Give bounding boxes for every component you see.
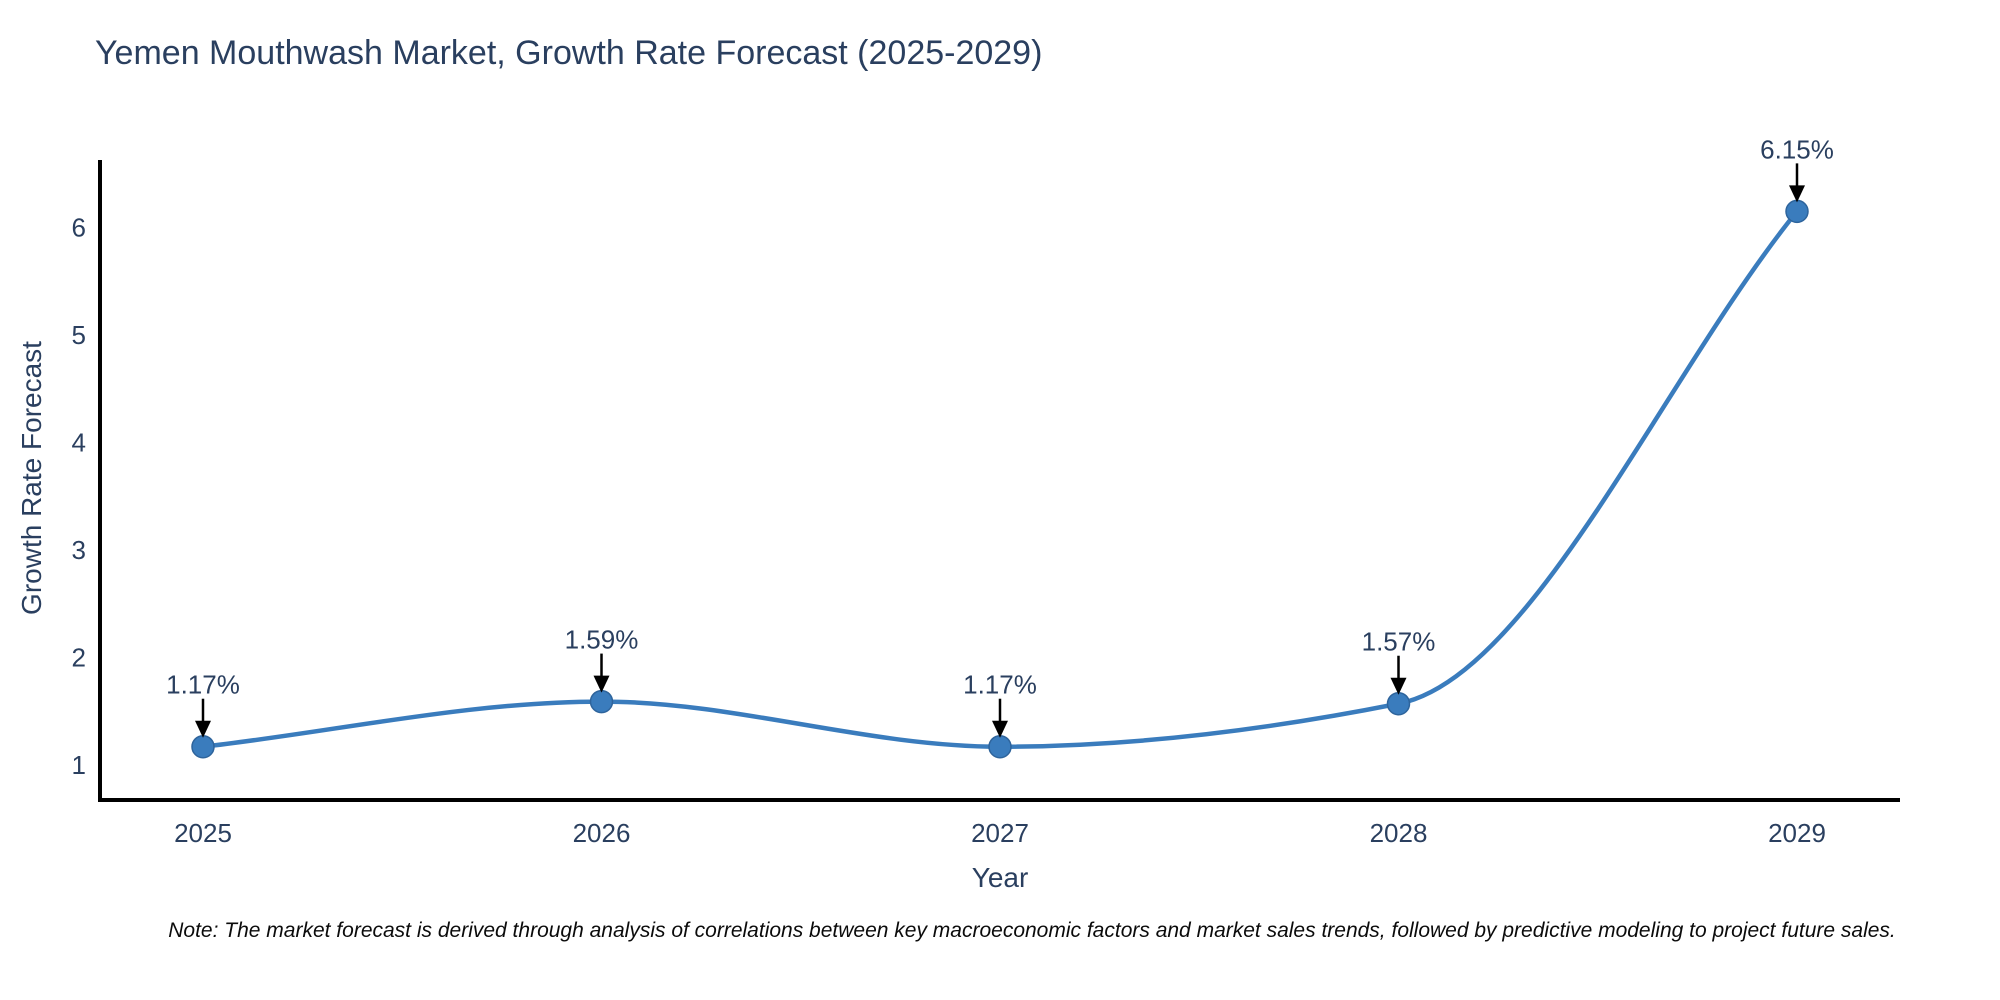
y-tick-label: 3 [72, 535, 86, 565]
annotation-value-label: 1.17% [963, 670, 1037, 700]
annotation-arrow-head [992, 720, 1008, 738]
annotation-value-label: 6.15% [1760, 134, 1834, 164]
annotation-arrow-head [1390, 677, 1407, 695]
data-point-marker[interactable] [1785, 199, 1809, 224]
x-tick-label: 2028 [1370, 818, 1428, 848]
x-tick-label: 2025 [174, 818, 232, 848]
annotation-arrow-head [1789, 185, 1805, 203]
data-point-marker[interactable] [589, 689, 614, 714]
y-tick-label: 5 [72, 320, 86, 350]
y-tick-label: 4 [72, 428, 86, 458]
x-tick-label: 2026 [573, 818, 631, 848]
annotation-value-label: 1.59% [565, 625, 639, 655]
chart-title: Yemen Mouthwash Market, Growth Rate Fore… [95, 34, 1043, 72]
chart-footnote: Note: The market forecast is derived thr… [168, 919, 1896, 942]
y-tick-label: 2 [72, 643, 86, 673]
x-axis-title: Year [971, 862, 1029, 893]
annotation-value-label: 1.17% [166, 670, 240, 700]
y-tick-label: 1 [72, 750, 86, 780]
data-point-marker[interactable] [191, 734, 215, 759]
x-tick-label: 2027 [971, 818, 1029, 848]
x-tick-label: 2029 [1768, 818, 1826, 848]
data-point-marker[interactable] [988, 734, 1012, 759]
annotation-value-label: 1.57% [1362, 627, 1436, 657]
forecast-line [200, 209, 1800, 749]
annotation-arrow-head [593, 675, 610, 693]
data-point-marker[interactable] [1386, 691, 1411, 716]
annotation-arrow-head [195, 720, 211, 738]
y-tick-label: 6 [72, 213, 86, 243]
